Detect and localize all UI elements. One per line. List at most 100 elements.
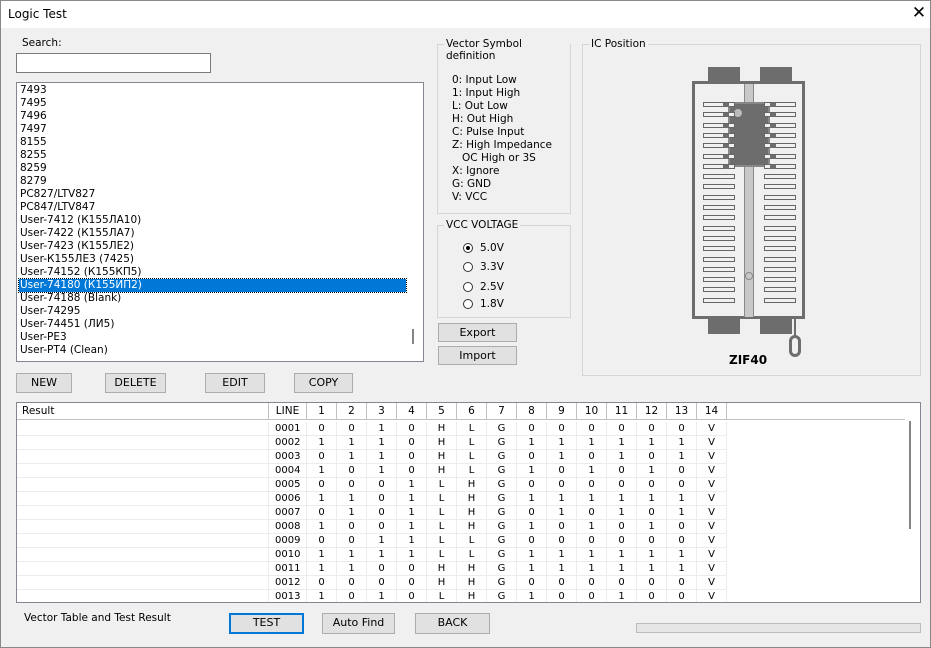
pin-cell[interactable]: V — [697, 576, 727, 590]
pin-cell[interactable]: 1 — [367, 450, 397, 464]
pin-cell[interactable]: 1 — [607, 492, 637, 506]
pin-cell[interactable]: 0 — [607, 464, 637, 478]
pin-cell[interactable]: 1 — [397, 506, 427, 520]
pin-cell[interactable]: H — [457, 520, 487, 534]
pin-cell[interactable]: 1 — [547, 492, 577, 506]
pin-cell[interactable]: 0 — [547, 534, 577, 548]
column-header-pin-11[interactable]: 11 — [607, 403, 637, 420]
pin-cell[interactable]: 0 — [367, 478, 397, 492]
pin-cell[interactable]: 1 — [637, 436, 667, 450]
result-cell[interactable] — [17, 436, 269, 450]
pin-cell[interactable]: V — [697, 436, 727, 450]
pin-cell[interactable]: V — [697, 562, 727, 576]
list-item[interactable]: User-7422 (К155ЛА7) — [20, 227, 135, 239]
pin-cell[interactable]: G — [487, 548, 517, 562]
column-header-pin-13[interactable]: 13 — [667, 403, 697, 420]
line-cell[interactable]: 0001 — [269, 422, 307, 436]
pin-cell[interactable]: 1 — [307, 548, 337, 562]
pin-cell[interactable]: G — [487, 464, 517, 478]
result-cell[interactable] — [17, 450, 269, 464]
pin-cell[interactable]: 0 — [517, 506, 547, 520]
pin-cell[interactable]: 1 — [607, 590, 637, 602]
pin-cell[interactable]: H — [457, 590, 487, 602]
list-item[interactable]: 7495 — [20, 97, 47, 109]
pin-cell[interactable]: 0 — [667, 520, 697, 534]
list-item[interactable]: PC847/LTV847 — [20, 201, 96, 213]
pin-cell[interactable]: 1 — [517, 548, 547, 562]
pin-cell[interactable]: H — [427, 562, 457, 576]
line-cell[interactable]: 0002 — [269, 436, 307, 450]
pin-cell[interactable]: 1 — [637, 464, 667, 478]
pin-cell[interactable]: 0 — [307, 478, 337, 492]
pin-cell[interactable]: 1 — [547, 436, 577, 450]
pin-cell[interactable]: 1 — [367, 548, 397, 562]
pin-cell[interactable]: V — [697, 520, 727, 534]
pin-cell[interactable]: H — [457, 492, 487, 506]
line-cell[interactable]: 0012 — [269, 576, 307, 590]
pin-cell[interactable]: V — [697, 534, 727, 548]
pin-cell[interactable]: 1 — [607, 436, 637, 450]
auto-find-button[interactable]: Auto Find — [322, 613, 395, 634]
pin-cell[interactable]: 1 — [637, 520, 667, 534]
line-cell[interactable]: 0010 — [269, 548, 307, 562]
pin-cell[interactable]: L — [457, 422, 487, 436]
pin-cell[interactable]: 0 — [667, 478, 697, 492]
back-button[interactable]: BACK — [415, 613, 490, 634]
pin-cell[interactable]: 1 — [337, 436, 367, 450]
pin-cell[interactable]: 0 — [547, 478, 577, 492]
column-header-pin-4[interactable]: 4 — [397, 403, 427, 420]
list-item[interactable]: User-74180 (К155ИП2) — [18, 278, 407, 293]
pin-cell[interactable]: 0 — [337, 478, 367, 492]
import-button[interactable]: Import — [438, 346, 517, 365]
pin-cell[interactable]: G — [487, 478, 517, 492]
pin-cell[interactable]: 1 — [517, 436, 547, 450]
pin-cell[interactable]: 1 — [397, 548, 427, 562]
result-cell[interactable] — [17, 534, 269, 548]
pin-cell[interactable]: 0 — [667, 590, 697, 602]
pin-cell[interactable]: 1 — [517, 520, 547, 534]
list-item[interactable]: User-74152 (К155КП5) — [20, 266, 142, 278]
edit-button[interactable]: EDIT — [205, 373, 265, 393]
pin-cell[interactable]: H — [457, 478, 487, 492]
pin-cell[interactable]: 1 — [397, 534, 427, 548]
list-item[interactable]: User-РЕ3 — [20, 331, 67, 343]
pin-cell[interactable]: 0 — [307, 506, 337, 520]
column-header-pin-10[interactable]: 10 — [577, 403, 607, 420]
pin-cell[interactable]: 0 — [337, 576, 367, 590]
pin-cell[interactable]: 0 — [307, 534, 337, 548]
pin-cell[interactable]: H — [427, 464, 457, 478]
pin-cell[interactable]: L — [427, 548, 457, 562]
vcc-radio-5.0V[interactable] — [463, 243, 473, 253]
pin-cell[interactable]: L — [457, 436, 487, 450]
pin-cell[interactable]: L — [427, 492, 457, 506]
pin-cell[interactable]: H — [427, 422, 457, 436]
scrollbar-thumb[interactable] — [412, 329, 414, 344]
pin-cell[interactable]: G — [487, 562, 517, 576]
result-cell[interactable] — [17, 548, 269, 562]
line-cell[interactable]: 0011 — [269, 562, 307, 576]
pin-cell[interactable]: 0 — [337, 464, 367, 478]
list-item[interactable]: 8279 — [20, 175, 47, 187]
pin-cell[interactable]: 1 — [307, 562, 337, 576]
list-item[interactable]: 7493 — [20, 84, 47, 96]
pin-cell[interactable]: 1 — [577, 520, 607, 534]
pin-cell[interactable]: 0 — [577, 576, 607, 590]
pin-cell[interactable]: 1 — [337, 450, 367, 464]
pin-cell[interactable]: V — [697, 492, 727, 506]
pin-cell[interactable]: 1 — [307, 464, 337, 478]
list-item[interactable]: PC827/LTV827 — [20, 188, 96, 200]
list-item[interactable]: User-К155ЛЕ3 (7425) — [20, 253, 135, 265]
pin-cell[interactable]: 1 — [607, 548, 637, 562]
pin-cell[interactable]: 0 — [607, 520, 637, 534]
pin-cell[interactable]: 0 — [367, 562, 397, 576]
pin-cell[interactable]: 0 — [337, 422, 367, 436]
pin-cell[interactable]: 1 — [547, 506, 577, 520]
list-item[interactable]: User-РТ4 (Clean) — [20, 344, 108, 356]
pin-cell[interactable]: 0 — [307, 450, 337, 464]
pin-cell[interactable]: 1 — [397, 520, 427, 534]
pin-cell[interactable]: V — [697, 422, 727, 436]
pin-cell[interactable]: G — [487, 450, 517, 464]
pin-cell[interactable]: 0 — [637, 450, 667, 464]
list-item[interactable]: User-74451 (ЛИ5) — [20, 318, 115, 330]
pin-cell[interactable]: 0 — [667, 422, 697, 436]
